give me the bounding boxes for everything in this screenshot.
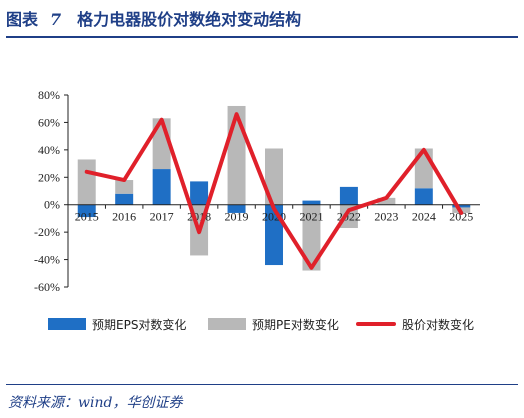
line-layer [84,112,464,270]
eps-bar-2017 [152,169,171,205]
pe-bar-2020 [265,148,283,205]
eps-bar-2024 [414,188,433,205]
x-tick-label: 2019 [225,210,249,224]
x-tick-label: 2025 [449,210,473,224]
axis-layer: 80% 60% 40% 20% 0% -20% -40% -60% 2015 2016 2017 20… [34,88,480,294]
source-note: 资料来源：wind，华创证券 [8,395,183,411]
legend-price-label: 股价对数变化 [402,317,474,332]
x-tick-label: 2024 [412,210,436,224]
legend-pe-swatch [208,318,246,330]
pe-bar-2016 [115,180,134,194]
y-tick-label: 60% [38,115,60,129]
y-tick-label: -40% [34,253,60,267]
pe-bar-2021 [302,204,321,271]
x-tick-label: 2017 [150,210,174,224]
eps-bar-2021 [302,200,321,205]
x-tick-label: 2021 [299,210,323,224]
figure-number: 7 [50,10,62,29]
pe-bar-2023 [377,197,396,205]
x-tick-label: 2016 [112,210,136,224]
eps-bar-2015 [77,204,96,218]
y-tick-label: 40% [38,143,60,157]
eps-bar-2025 [452,204,471,208]
y-tick-label: -60% [34,280,60,294]
legend-pe-label: 预期PE对数变化 [252,317,339,332]
chart: 80% 60% 40% 20% 0% -20% -40% -60% 2015 2016 2017 20… [34,88,480,332]
x-tick-label: 2023 [374,210,398,224]
pe-bar-2015 [77,159,96,205]
eps-bar-2022 [339,186,358,205]
source-rule [6,384,518,385]
bars-layer [77,105,471,271]
pe-bar-2024 [414,148,433,189]
figure-label: 图表 [6,10,39,29]
eps-bar-2018 [190,181,209,205]
y-tick-label: 80% [38,88,60,102]
legend-eps-label: 预期EPS对数变化 [92,317,186,332]
legend: 预期EPS对数变化 预期PE对数变化 股价对数变化 [48,317,474,332]
eps-bar-2016 [115,193,134,205]
y-tick-label: -20% [34,225,60,239]
y-tick-label: 20% [38,170,60,184]
title-rule [6,36,518,38]
y-tick-label: 0% [44,198,60,212]
figure-title: 图表 7 格力电器股价对数绝对变动结构 [6,6,301,30]
eps-bar-2020 [265,204,283,266]
price-line [84,112,464,270]
legend-eps-swatch [48,318,86,330]
eps-bar-2019 [227,204,246,213]
x-tick-label: 2015 [75,210,99,224]
figure-title-text: 格力电器股价对数绝对变动结构 [77,10,302,29]
